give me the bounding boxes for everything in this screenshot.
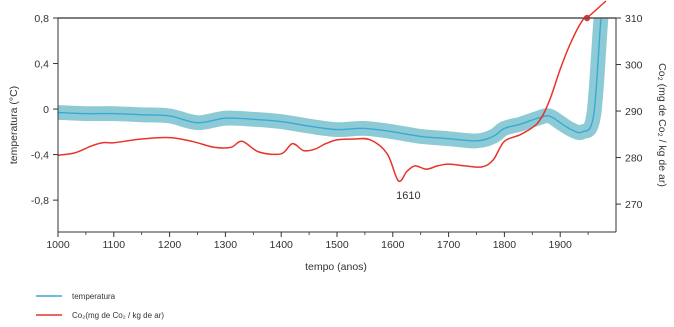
left-axis-title: temperatura (°C): [8, 86, 20, 164]
right-tick-label-280: 280: [625, 153, 643, 165]
x-tick-label-1700: 1700: [437, 239, 461, 251]
temperature-series-line: [58, 18, 602, 142]
annotation-1610: 1610: [396, 190, 420, 202]
legend-label-co2: Co₂(mg de Co₂ / kg de ar): [72, 311, 164, 320]
x-tick-label-1800: 1800: [493, 239, 517, 251]
left-tick-label-3: -0,4: [31, 150, 49, 162]
left-tick-label-1: 0,4: [34, 59, 49, 71]
legend: temperatura Co₂(mg de Co₂ / kg de ar): [36, 292, 164, 320]
right-axis-title: Co₂ (mg de Co₂ / kg de ar): [656, 63, 668, 187]
left-tick-label-0: 0,8: [34, 13, 49, 25]
legend-label-temperature: temperatura: [72, 292, 116, 301]
x-axis-title: tempo (anos): [305, 261, 367, 273]
left-tick-label-2: 0: [43, 104, 49, 116]
right-tick-label-310: 310: [625, 13, 643, 25]
x-tick-label-1600: 1600: [381, 239, 405, 251]
co2-series-overflow: [586, 0, 607, 19]
temperature-uncertainty-band: [58, 18, 609, 149]
right-tick-label-290: 290: [625, 106, 643, 118]
x-tick-label-1200: 1200: [158, 239, 182, 251]
x-tick-label-1900: 1900: [549, 239, 573, 251]
right-axis-ticks: 310 300 290 280 270: [616, 13, 643, 211]
plot-area: [58, 18, 609, 183]
co2-series-line: [58, 18, 586, 183]
x-tick-label-1400: 1400: [270, 239, 294, 251]
x-tick-label-1100: 1100: [103, 239, 126, 251]
left-axis-ticks: 0,8 0,4 0 -0,4 -0,8: [31, 13, 58, 207]
right-tick-label-270: 270: [625, 199, 643, 211]
x-tick-label-1300: 1300: [214, 239, 238, 251]
left-tick-label-4: -0,8: [31, 195, 49, 207]
x-axis-ticks: 1000 1100 1200 1300 1400 1500 1600 1700 1800 1900: [46, 232, 589, 251]
x-tick-label-1500: 1500: [325, 239, 349, 251]
right-tick-label-300: 300: [625, 60, 643, 72]
x-tick-label-1000: 1000: [46, 239, 70, 251]
